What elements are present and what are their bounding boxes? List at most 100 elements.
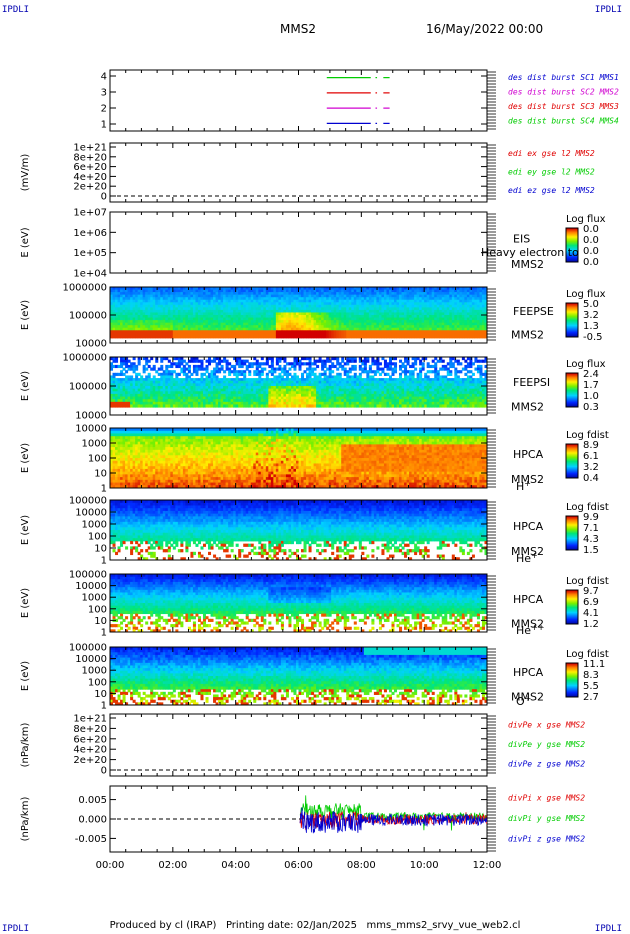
eis-frame bbox=[109, 211, 488, 274]
hpca_h-colorbar-tick-label: 8.9 bbox=[583, 440, 599, 451]
feepsi-ylabel: E (eV) bbox=[20, 371, 31, 401]
hpca_he-ytick-label: 1000 bbox=[82, 520, 107, 531]
hpca_h-ylabel: E (eV) bbox=[20, 443, 31, 473]
eis-colorbar bbox=[565, 227, 579, 263]
hpca_he-ytick-label: 10000 bbox=[75, 508, 107, 519]
feepsi-colorbar-title: Log flux bbox=[566, 359, 606, 370]
hpca_hepp-instrument-label: HPCA bbox=[513, 593, 544, 606]
footer-credit: Produced by cl (IRAP) Printing date: 02/… bbox=[109, 920, 521, 931]
eis-colorbar-tick-label: 0.0 bbox=[583, 257, 599, 268]
availability-ytick-label: 4 bbox=[101, 72, 107, 83]
corner-label-bottom-right: IPDLI bbox=[594, 924, 622, 934]
edi-ytick-label: 8e+20 bbox=[73, 152, 107, 163]
divpe-frame bbox=[109, 713, 488, 777]
edi-ytick-label: 4e+20 bbox=[73, 172, 107, 183]
edi-legend-entry: edi ey gse l2 MMS2 bbox=[508, 167, 595, 176]
hpca_h-instrument-label: HPCA bbox=[513, 448, 544, 461]
hpca_hepp-ytick-label: 10000 bbox=[75, 581, 107, 592]
hpca_hepp-colorbar-tick-label: 9.7 bbox=[583, 586, 599, 597]
feepsi-ytick-label: 1000000 bbox=[62, 353, 107, 364]
feepse-colorbar-tick-label: 3.2 bbox=[583, 310, 599, 321]
edi-legend-entry: edi ex gse l2 MMS2 bbox=[508, 149, 595, 158]
feepse-spectrogram bbox=[110, 287, 488, 339]
hpca_he-colorbar-tick-label: 4.3 bbox=[583, 534, 599, 545]
hpca_o-ytick-label: 100 bbox=[88, 677, 107, 688]
hpca_he-ytick-label: 1 bbox=[101, 556, 107, 567]
hpca_o-ytick-label: 100000 bbox=[69, 643, 107, 654]
hpca_h-colorbar-tick-label: 6.1 bbox=[583, 451, 599, 462]
time-axis-label: 00:00 bbox=[96, 860, 125, 871]
edi-ytick-label: 6e+20 bbox=[73, 162, 107, 173]
hpca_h-spacecraft-label: MMS2 bbox=[511, 473, 544, 486]
divpi-ytick-label: 0.000 bbox=[78, 815, 107, 826]
hpca_hepp-ytick-label: 1 bbox=[101, 628, 107, 639]
feepsi-colorbar bbox=[565, 372, 579, 408]
eis-ytick-label: 1e+05 bbox=[73, 248, 107, 259]
feepsi-spectrogram bbox=[110, 357, 488, 408]
feepsi-colorbar-tick-label: 2.4 bbox=[583, 369, 599, 380]
hpca_o-ylabel: E (eV) bbox=[20, 661, 31, 691]
time-axis-label: 12:00 bbox=[473, 860, 502, 871]
hpca_he-colorbar-title: Log fdist bbox=[566, 502, 609, 513]
eis-ytick-label: 1e+06 bbox=[73, 228, 107, 239]
divpe-legend-entry: divPe x gse MMS2 bbox=[508, 721, 585, 730]
hpca_h-ytick-label: 1000 bbox=[82, 439, 107, 450]
hpca_he-colorbar bbox=[565, 515, 579, 551]
hpca_h-colorbar-tick-label: 0.4 bbox=[583, 473, 599, 484]
hpca_h-colorbar-title: Log fdist bbox=[566, 430, 609, 441]
feepsi-spacecraft-label: MMS2 bbox=[511, 400, 544, 413]
hpca_o-colorbar-title: Log fdist bbox=[566, 649, 609, 660]
divpi-legend-entry: divPi x gse MMS2 bbox=[508, 793, 585, 802]
feepse-colorbar-title: Log flux bbox=[566, 289, 606, 300]
corner-label-top-right: IPDLI bbox=[594, 5, 622, 15]
eis-ytick-label: 1e+04 bbox=[73, 269, 107, 280]
hpca_he-colorbar-tick-label: 7.1 bbox=[583, 523, 599, 534]
time-axis-label: 06:00 bbox=[284, 860, 313, 871]
eis-colorbar-tick-label: 0.0 bbox=[583, 224, 599, 235]
hpca_he-ytick-label: 100 bbox=[88, 532, 107, 543]
hpca_he-instrument-label: HPCA bbox=[513, 520, 544, 533]
hpca_he-colorbar-tick-label: 1.5 bbox=[583, 545, 599, 556]
hpca_o-spacecraft-label: MMS2 bbox=[511, 690, 544, 703]
edi-frame bbox=[109, 142, 488, 203]
hpca_he-ylabel: E (eV) bbox=[20, 515, 31, 545]
feepsi-colorbar-tick-label: 1.0 bbox=[583, 391, 599, 402]
hpca_hepp-spacecraft-label: MMS2 bbox=[511, 617, 544, 630]
edi-ytick-label: 2e+20 bbox=[73, 182, 107, 193]
hpca_o-spectrogram bbox=[110, 647, 488, 706]
divpe-ytick-label: 8e+20 bbox=[73, 724, 107, 735]
hpca_o-colorbar-tick-label: 11.1 bbox=[583, 659, 605, 670]
divpi-series-line bbox=[299, 810, 488, 831]
edi-ytick-label: 0 bbox=[101, 192, 107, 203]
feepse-ytick-label: 100000 bbox=[69, 311, 107, 322]
hpca_hepp-colorbar-tick-label: 6.9 bbox=[583, 597, 599, 608]
hpca_he-spacecraft-label: MMS2 bbox=[511, 545, 544, 558]
time-axis-label: 04:00 bbox=[221, 860, 250, 871]
availability-ytick-label: 1 bbox=[101, 120, 107, 131]
divpe-ytick-label: 1e+21 bbox=[73, 714, 107, 725]
feepsi-colorbar-tick-label: 1.7 bbox=[583, 380, 599, 391]
divpe-ytick-label: 6e+20 bbox=[73, 734, 107, 745]
divpe-ytick-label: 0 bbox=[101, 766, 107, 777]
eis-ylabel: E (eV) bbox=[20, 227, 31, 257]
feepse-instrument-label: FEEPSE bbox=[513, 305, 554, 318]
spacecraft-title: MMS2 bbox=[280, 22, 316, 36]
divpi-ylabel: (nPa/km) bbox=[20, 797, 31, 842]
availability-ytick-label: 3 bbox=[101, 88, 107, 99]
hpca_o-colorbar-tick-label: 8.3 bbox=[583, 670, 599, 681]
hpca_o-colorbar-tick-label: 2.7 bbox=[583, 692, 599, 703]
hpca_h-ytick-label: 10000 bbox=[75, 424, 107, 435]
hpca_o-ytick-label: 1 bbox=[101, 701, 107, 712]
feepse-colorbar-tick-label: 5.0 bbox=[583, 299, 599, 310]
hpca_hepp-colorbar-tick-label: 4.1 bbox=[583, 608, 599, 619]
hpca_hepp-species-label: He++ bbox=[516, 623, 544, 638]
divpe-ytick-label: 2e+20 bbox=[73, 755, 107, 766]
divpi-legend-entry: divPi z gse MMS2 bbox=[508, 835, 585, 844]
hpca_o-instrument-label: HPCA bbox=[513, 666, 544, 679]
hpca_hepp-colorbar-title: Log fdist bbox=[566, 576, 609, 587]
hpca_hepp-colorbar bbox=[565, 589, 579, 625]
eis-species-label: Heavy electron to bbox=[481, 246, 579, 259]
hpca_h-ytick-label: 10 bbox=[94, 469, 107, 480]
hpca_o-ytick-label: 1000 bbox=[82, 666, 107, 677]
time-axis-label: 10:00 bbox=[410, 860, 439, 871]
